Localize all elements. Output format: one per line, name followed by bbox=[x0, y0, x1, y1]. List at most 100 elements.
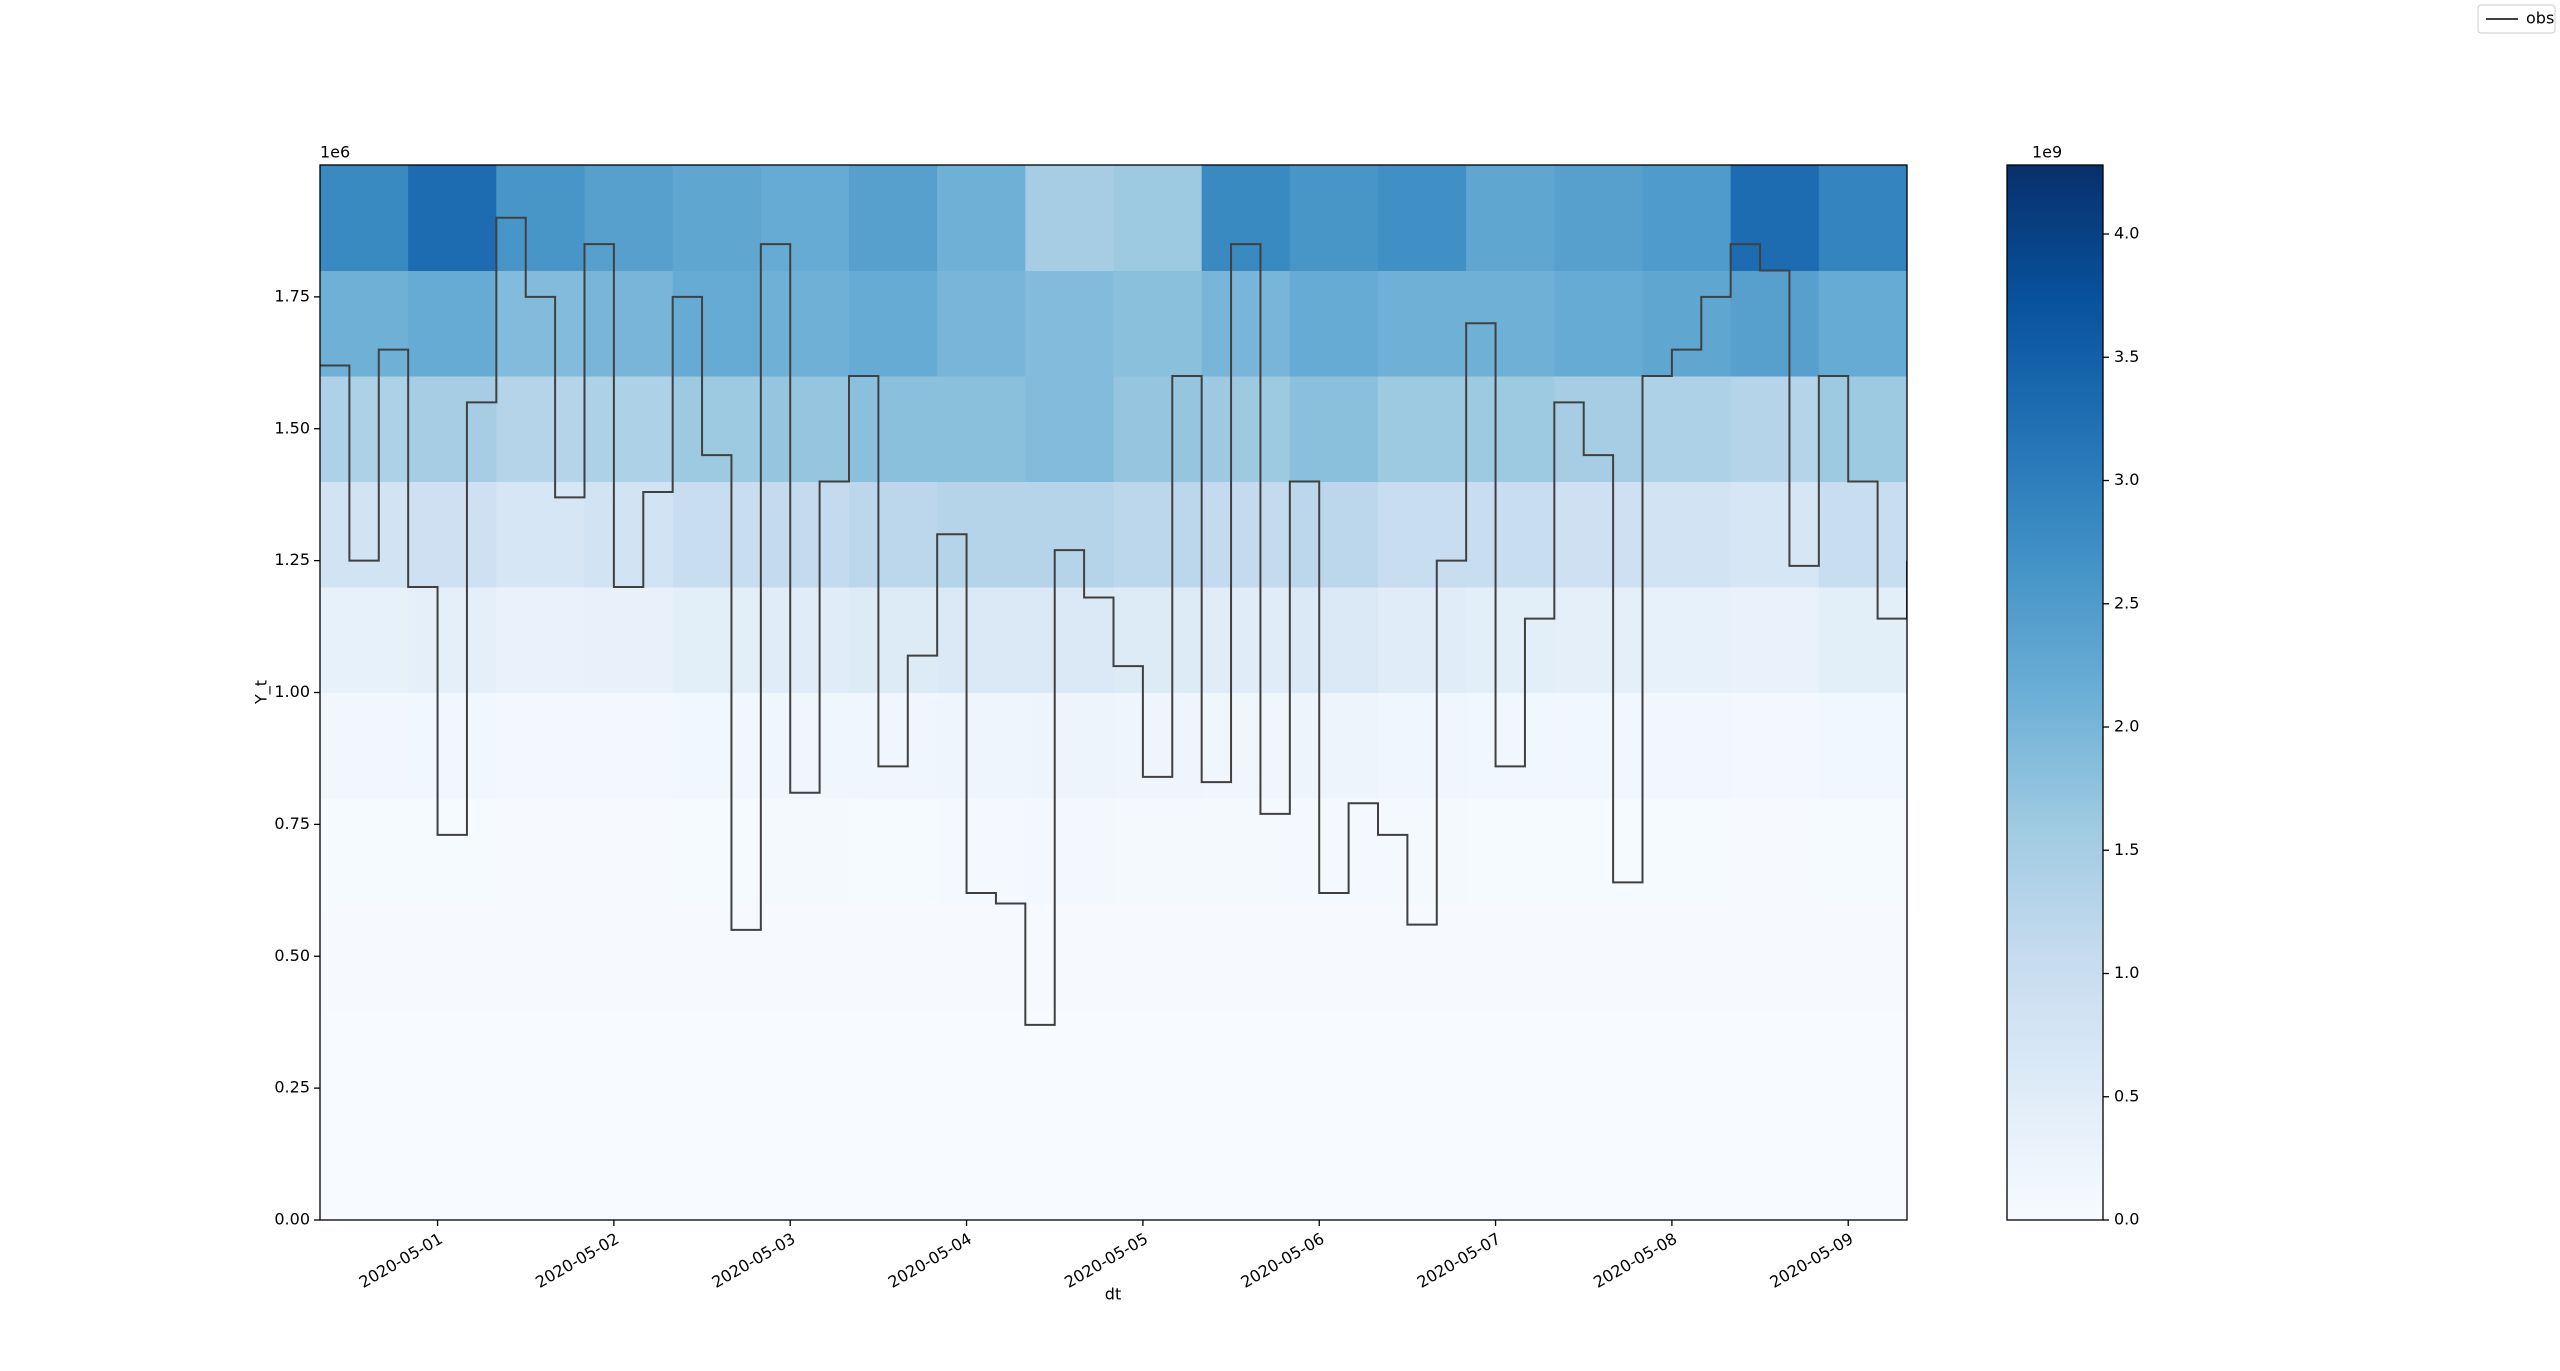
y-offset-label: 1e6 bbox=[320, 143, 350, 162]
heat-cell bbox=[1466, 1009, 1555, 1115]
heat-cell bbox=[496, 587, 585, 693]
heat-cell bbox=[584, 165, 674, 271]
heat-cell bbox=[760, 376, 850, 482]
heat-cell bbox=[1113, 376, 1203, 482]
heat-cell bbox=[1025, 376, 1114, 482]
heat-cell bbox=[1642, 692, 1732, 799]
heat-cell bbox=[1289, 798, 1379, 904]
heat-cell bbox=[849, 798, 938, 904]
heat-cell bbox=[849, 1114, 938, 1220]
heat-cell bbox=[1554, 903, 1643, 1010]
heat-cell bbox=[1201, 1114, 1291, 1220]
heat-cell bbox=[496, 1114, 585, 1220]
heat-cell bbox=[584, 692, 674, 799]
heat-cell bbox=[1201, 376, 1291, 482]
heat-cell bbox=[760, 798, 850, 904]
heat-cell bbox=[496, 270, 585, 377]
heat-cell bbox=[1378, 798, 1467, 904]
colorbar-tick-label: 3.5 bbox=[2114, 347, 2139, 366]
heat-cell bbox=[937, 1114, 1026, 1220]
heat-cell bbox=[1025, 798, 1114, 904]
heat-cell bbox=[320, 165, 409, 271]
heat-cell bbox=[1554, 1009, 1643, 1115]
x-tick-label: 2020-05-09 bbox=[1766, 1229, 1856, 1292]
heat-cell bbox=[1466, 1114, 1555, 1220]
x-tick-label: 2020-05-01 bbox=[356, 1229, 446, 1292]
heat-cell bbox=[496, 1009, 585, 1115]
heat-cell bbox=[584, 1114, 674, 1220]
colorbar-tick-label: 0.0 bbox=[2114, 1210, 2139, 1229]
heat-cell bbox=[584, 903, 674, 1010]
heat-cell bbox=[1818, 270, 1907, 377]
y-tick-label: 0.25 bbox=[274, 1078, 310, 1097]
x-tick-label: 2020-05-03 bbox=[708, 1229, 798, 1292]
heat-cell bbox=[1201, 1009, 1291, 1115]
heat-cell bbox=[496, 376, 585, 482]
heat-cell bbox=[320, 692, 409, 799]
line-layer bbox=[320, 216, 1907, 1026]
heat-cell bbox=[1642, 903, 1732, 1010]
heat-cell bbox=[584, 587, 674, 693]
heat-cell bbox=[1466, 481, 1555, 588]
heat-cell bbox=[760, 1114, 850, 1220]
heat-cell bbox=[1378, 1009, 1467, 1115]
heat-cell bbox=[1818, 692, 1907, 799]
x-tick-label: 2020-05-02 bbox=[532, 1229, 622, 1292]
heat-cell bbox=[1289, 692, 1379, 799]
heat-cell bbox=[1289, 1009, 1379, 1115]
y-tick-label: 0.75 bbox=[274, 814, 310, 833]
heat-cell bbox=[1642, 270, 1732, 377]
heat-cell bbox=[1466, 376, 1555, 482]
y-tick-label: 1.00 bbox=[274, 682, 310, 701]
heat-cell bbox=[672, 376, 762, 482]
colorbar-offset-label: 1e9 bbox=[2032, 143, 2062, 162]
heat-cell bbox=[1642, 481, 1732, 588]
heat-cell bbox=[672, 165, 762, 271]
heat-cell bbox=[1289, 270, 1379, 377]
heat-cell bbox=[1113, 481, 1203, 588]
heat-cell bbox=[320, 1114, 409, 1220]
heat-cell bbox=[1025, 1114, 1114, 1220]
y-tick-label: 1.25 bbox=[274, 550, 310, 569]
heat-cell bbox=[672, 692, 762, 799]
heat-cell bbox=[408, 165, 497, 271]
heat-cell bbox=[672, 903, 762, 1010]
heat-cell bbox=[1730, 481, 1820, 588]
heat-cell bbox=[1025, 587, 1114, 693]
heat-cell bbox=[672, 798, 762, 904]
heat-cell bbox=[1730, 1114, 1820, 1220]
heat-cell bbox=[1554, 798, 1643, 904]
heat-cell bbox=[1113, 903, 1203, 1010]
heat-cell bbox=[408, 481, 497, 588]
colorbar bbox=[2007, 165, 2103, 1220]
heat-cell bbox=[672, 270, 762, 377]
heat-cell bbox=[1113, 798, 1203, 904]
heat-cell bbox=[1201, 798, 1291, 904]
heat-cell bbox=[1025, 903, 1114, 1010]
heat-cell bbox=[496, 692, 585, 799]
colorbar-tick-label: 1.0 bbox=[2114, 963, 2139, 982]
heat-cell bbox=[1289, 903, 1379, 1010]
heat-cell bbox=[408, 798, 497, 904]
heat-cell bbox=[937, 270, 1026, 377]
heat-cell bbox=[1730, 587, 1820, 693]
x-tick-label: 2020-05-04 bbox=[885, 1229, 975, 1292]
heat-cell bbox=[937, 587, 1026, 693]
heat-cell bbox=[1113, 270, 1203, 377]
heat-cell bbox=[1289, 376, 1379, 482]
heat-cell bbox=[496, 903, 585, 1010]
heat-cell bbox=[320, 798, 409, 904]
heat-cell bbox=[1113, 1114, 1203, 1220]
heat-cell bbox=[849, 692, 938, 799]
heat-cell bbox=[1466, 165, 1555, 271]
heat-cell bbox=[584, 270, 674, 377]
heat-cell bbox=[849, 903, 938, 1010]
heat-cell bbox=[320, 481, 409, 588]
heat-cell bbox=[1378, 587, 1467, 693]
heat-cell bbox=[1201, 692, 1291, 799]
heat-cell bbox=[1113, 692, 1203, 799]
heat-cell bbox=[849, 587, 938, 693]
heat-cell bbox=[320, 270, 409, 377]
legend-label: obs bbox=[2526, 9, 2554, 28]
